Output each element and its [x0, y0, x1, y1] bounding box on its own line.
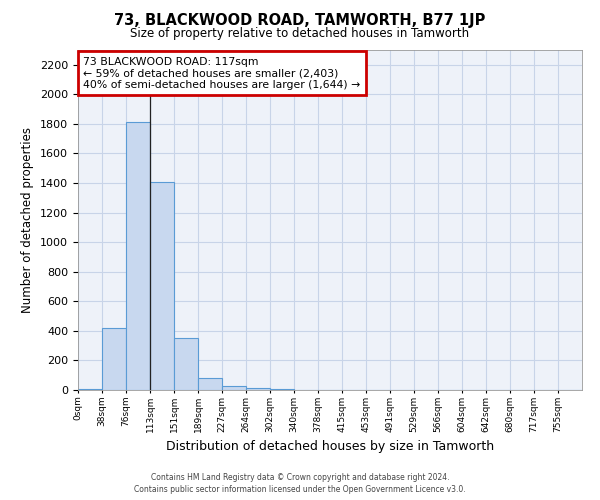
Bar: [222, 386, 246, 390]
Text: Size of property relative to detached houses in Tamworth: Size of property relative to detached ho…: [130, 28, 470, 40]
Text: Contains HM Land Registry data © Crown copyright and database right 2024.
Contai: Contains HM Land Registry data © Crown c…: [134, 472, 466, 494]
Bar: [78, 388, 102, 390]
Text: 73 BLACKWOOD ROAD: 117sqm
← 59% of detached houses are smaller (2,403)
40% of se: 73 BLACKWOOD ROAD: 117sqm ← 59% of detac…: [83, 57, 360, 90]
Bar: [246, 388, 270, 390]
Y-axis label: Number of detached properties: Number of detached properties: [22, 127, 34, 313]
Bar: [102, 328, 126, 390]
Bar: [150, 182, 174, 390]
Bar: [174, 338, 198, 390]
Text: 73, BLACKWOOD ROAD, TAMWORTH, B77 1JP: 73, BLACKWOOD ROAD, TAMWORTH, B77 1JP: [115, 12, 485, 28]
Bar: [198, 378, 222, 390]
Bar: [126, 122, 150, 390]
X-axis label: Distribution of detached houses by size in Tamworth: Distribution of detached houses by size …: [166, 440, 494, 454]
